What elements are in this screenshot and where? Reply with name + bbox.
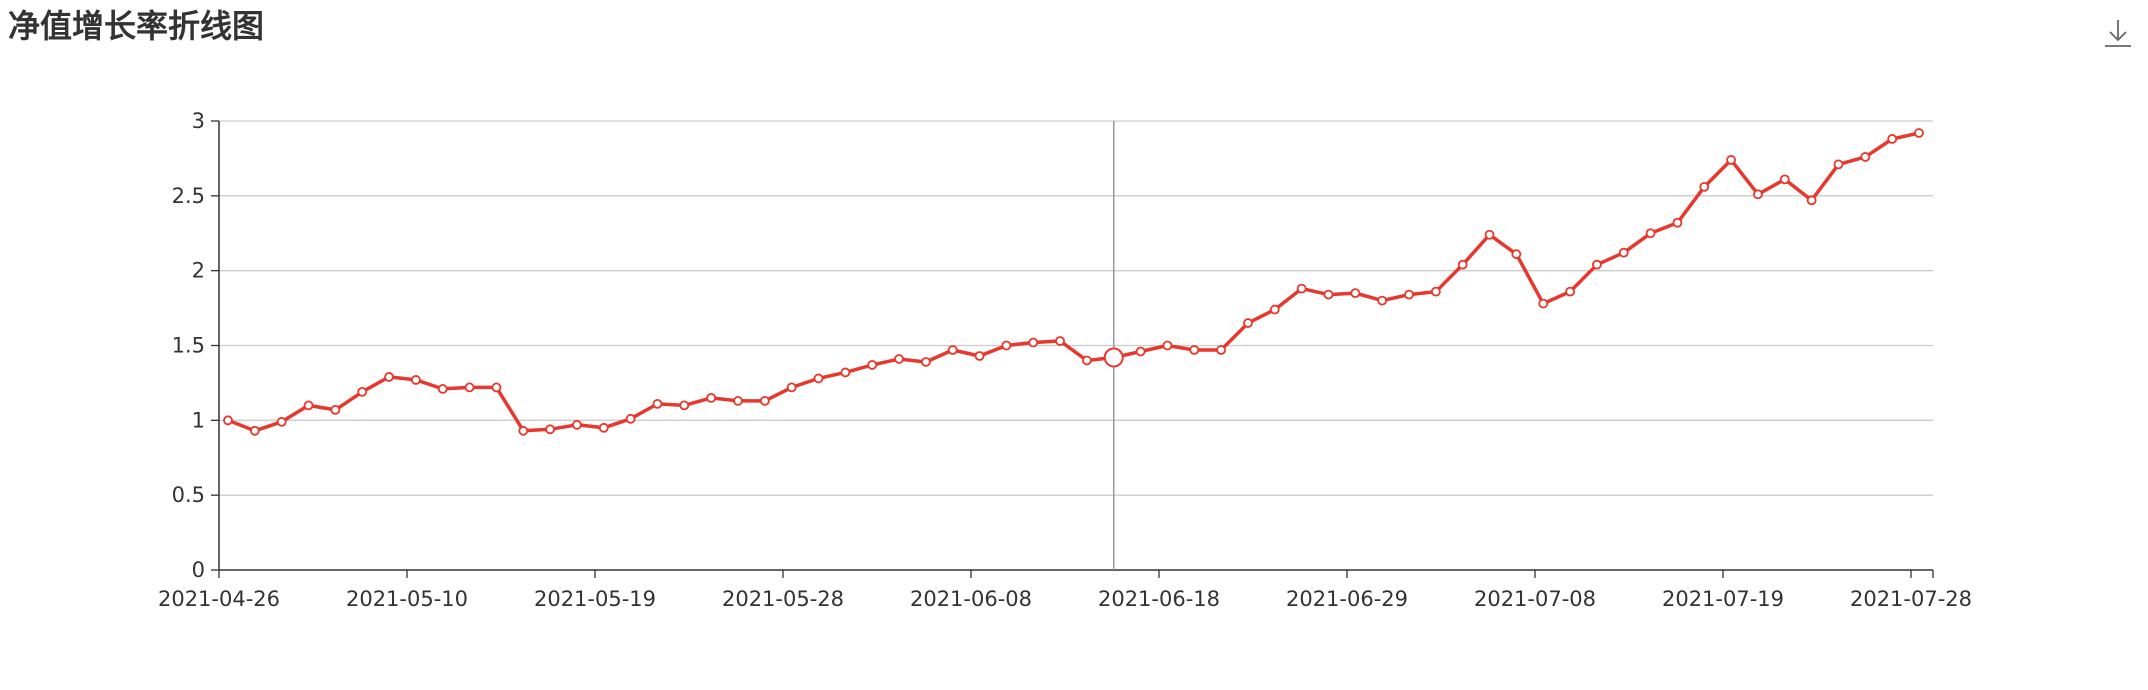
x-tick-label: 2021-05-19 <box>534 587 656 611</box>
data-point <box>1028 337 1039 348</box>
data-point <box>1162 340 1173 351</box>
data-point <box>1350 288 1361 299</box>
data-point <box>1404 289 1414 300</box>
data-point <box>920 357 931 367</box>
data-point <box>223 415 233 426</box>
data-point <box>1430 286 1441 297</box>
data-point <box>545 424 555 435</box>
x-tick-label: 2021-06-29 <box>1286 587 1408 611</box>
data-point <box>1189 345 1200 355</box>
data-point <box>1216 345 1227 355</box>
data-point <box>840 367 851 378</box>
data-point <box>464 382 475 393</box>
data-point <box>1135 346 1146 357</box>
data-point <box>1645 228 1656 239</box>
data-point <box>625 413 636 424</box>
data-point <box>733 395 743 406</box>
data-point <box>867 360 878 370</box>
data-point <box>1243 318 1253 328</box>
y-tick-label: 3 <box>192 109 205 133</box>
grid-lines <box>219 120 1933 496</box>
data-point <box>1914 128 1924 138</box>
data-point <box>1055 336 1065 346</box>
data-point <box>679 400 690 411</box>
data-point <box>1833 159 1844 170</box>
y-tick-label: 2.5 <box>172 184 205 208</box>
x-tick-label: 2021-06-18 <box>1098 587 1220 611</box>
data-point <box>1001 340 1012 351</box>
data-point <box>1887 134 1898 144</box>
chart-title: 净值增长率折线图 <box>8 7 265 45</box>
data-point <box>357 386 368 397</box>
y-tick-label: 0.5 <box>172 483 205 507</box>
data-point <box>1618 247 1629 258</box>
y-tick-label: 1 <box>192 408 205 432</box>
data-point <box>1538 298 1549 309</box>
data-point <box>759 395 770 406</box>
data-point <box>1565 286 1575 297</box>
y-tick-label: 2 <box>192 259 205 283</box>
data-point <box>598 422 609 433</box>
data-point <box>1806 195 1817 206</box>
data-point <box>1860 152 1871 162</box>
data-point <box>1082 355 1092 366</box>
data-point <box>330 404 341 415</box>
data-point <box>813 373 824 384</box>
series-line <box>227 131 1920 433</box>
y-tick-label: 1.5 <box>172 334 205 358</box>
data-point <box>1699 181 1710 192</box>
data-point <box>1511 249 1522 260</box>
data-point <box>276 416 287 427</box>
axes: 0 0.5 1 1.5 2 2.5 3 2021-04-26 2021-05-10 2021-05… <box>158 109 1972 611</box>
data-point <box>303 400 314 411</box>
x-tick-label: 2021-05-10 <box>346 587 468 611</box>
data-point <box>1726 155 1737 165</box>
x-tick-label: 2021-07-19 <box>1662 587 1784 611</box>
data-point <box>1672 217 1683 228</box>
data-point <box>384 372 394 382</box>
data-point <box>1323 289 1334 300</box>
data-point <box>518 425 529 436</box>
series-layer <box>223 128 1924 436</box>
download-button[interactable] <box>2101 16 2135 50</box>
highlighted-data-point <box>1103 347 1124 368</box>
y-tick-label: 0 <box>192 558 205 582</box>
data-point <box>786 382 797 393</box>
data-point <box>947 345 958 355</box>
data-point <box>437 384 448 394</box>
data-point <box>974 351 985 361</box>
x-tick-label: 2021-07-28 <box>1850 587 1972 611</box>
data-point <box>1484 229 1495 240</box>
x-tick-label: 2021-07-08 <box>1474 587 1596 611</box>
data-point <box>652 398 663 409</box>
data-point <box>706 392 717 403</box>
data-point <box>1377 295 1388 306</box>
data-point <box>572 419 582 430</box>
x-tick-label: 2021-04-26 <box>158 587 280 611</box>
data-point <box>410 375 421 385</box>
data-point <box>491 382 502 393</box>
x-tick-label: 2021-06-08 <box>910 587 1032 611</box>
data-point <box>1457 259 1468 270</box>
data-point <box>1779 174 1790 185</box>
data-point <box>249 425 260 436</box>
data-point <box>894 354 904 364</box>
data-point <box>1592 259 1602 270</box>
data-point <box>1296 283 1307 294</box>
x-tick-label: 2021-05-28 <box>722 587 844 611</box>
data-point <box>1753 189 1763 200</box>
download-icon <box>2105 20 2131 47</box>
data-point <box>1269 304 1280 315</box>
